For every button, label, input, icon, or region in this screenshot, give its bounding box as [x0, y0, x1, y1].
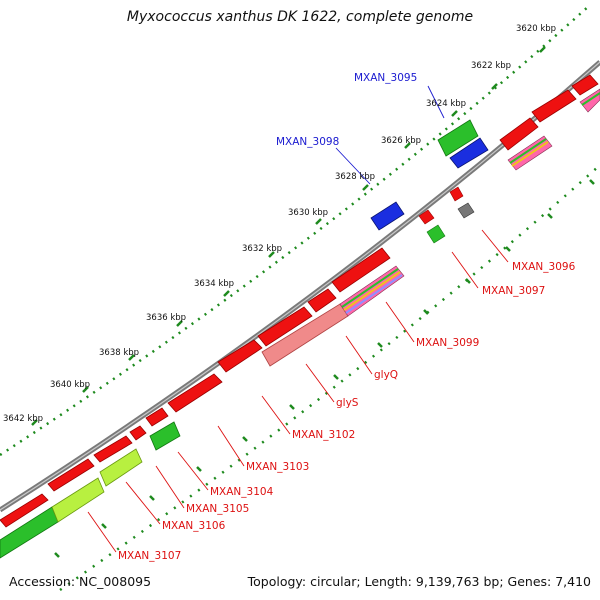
feature-stripe [343, 271, 401, 311]
gene-red-arrow [531, 89, 577, 123]
gene-red-arrow [129, 425, 147, 441]
feature-stripe [581, 92, 600, 106]
inner-dotted-ring [59, 164, 600, 592]
forward-strand-genes [0, 74, 599, 528]
gene-red-arrow [331, 247, 391, 293]
gene-label-mxan-3107: MXAN_3107 [118, 550, 181, 562]
gene-label-mxan-3096: MXAN_3096 [512, 261, 576, 273]
gene-label-glys: glyS [336, 397, 359, 409]
axis-label: 3638 kbp [99, 348, 139, 358]
gene-blue-3098 [370, 201, 405, 231]
gene-red-arrow [93, 435, 133, 463]
outer-major-ticks [31, 46, 546, 426]
axis-label: 3642 kbp [3, 414, 43, 424]
axis-label: 3632 kbp [242, 244, 282, 254]
outer-dotted-ring [0, 4, 591, 457]
gene-red-arrow [0, 493, 49, 528]
axis-label: 3636 kbp [146, 313, 186, 323]
axis-label: 3628 kbp [335, 172, 375, 182]
axis-label: 3622 kbp [471, 61, 511, 71]
gene-red-arrow [145, 407, 169, 427]
map-title: Myxococcus xanthus DK 1622, complete gen… [126, 9, 474, 25]
feature-stripe [509, 138, 547, 164]
feature-green-block [149, 421, 181, 451]
gene-label-mxan-3105: MXAN_3105 [186, 503, 249, 515]
inner-major-ticks [54, 179, 595, 558]
highlighted-genes [370, 119, 489, 231]
gene-green-3095 [437, 119, 479, 157]
gene-red-arrow [217, 339, 263, 373]
gene-red-arrow [499, 117, 539, 151]
feature-stripe [341, 268, 399, 308]
feature-lightgreen-block [51, 477, 105, 523]
genome-summary-text: Topology: circular; Length: 9,139,763 bp… [247, 574, 591, 589]
gene-label-mxan-3102: MXAN_3102 [292, 429, 355, 441]
feature-small-green [426, 224, 446, 244]
axis-labels: 3620 kbp 3622 kbp 3624 kbp 3626 kbp 3628… [3, 24, 556, 424]
axis-label: 3630 kbp [288, 208, 328, 218]
gene-label-mxan-3104: MXAN_3104 [210, 486, 274, 498]
gene-label-mxan-3099: MXAN_3099 [416, 337, 479, 349]
feature-stripe [345, 274, 403, 314]
gene-red-arrow [571, 74, 599, 96]
gene-label-mxan-3098: MXAN_3098 [276, 136, 339, 148]
axis-label: 3640 kbp [50, 380, 90, 390]
gene-red-arrow [167, 373, 223, 413]
feature-lightgreen-block [99, 448, 143, 487]
accession-text: Accession: NC_008095 [9, 574, 152, 589]
feature-stripe [511, 141, 549, 167]
label-leader-lines [87, 85, 509, 553]
feature-small-red [418, 209, 435, 225]
axis-label: 3634 kbp [194, 279, 234, 289]
axis-label: 3626 kbp [381, 136, 421, 146]
reverse-strand-features [0, 88, 600, 559]
feature-small-red [449, 186, 464, 202]
gene-red-arrow [47, 458, 95, 492]
gene-label-glyq: glyQ [374, 369, 398, 381]
gene-red-arrow [257, 306, 313, 347]
gene-blue-3095 [449, 137, 489, 169]
axis-label: 3620 kbp [516, 24, 556, 34]
feature-small-grey [457, 202, 475, 219]
gene-red-arrow [307, 288, 337, 313]
axis-label: 3624 kbp [426, 99, 466, 109]
gene-label-mxan-3103: MXAN_3103 [246, 461, 309, 473]
gene-label-mxan-3106: MXAN_3106 [162, 520, 226, 532]
gene-label-mxan-3097: MXAN_3097 [482, 285, 545, 297]
gene-label-mxan-3095: MXAN_3095 [354, 72, 417, 84]
gene-labels: MXAN_3095 MXAN_3098 MXAN_3096 MXAN_3097 … [118, 72, 576, 562]
